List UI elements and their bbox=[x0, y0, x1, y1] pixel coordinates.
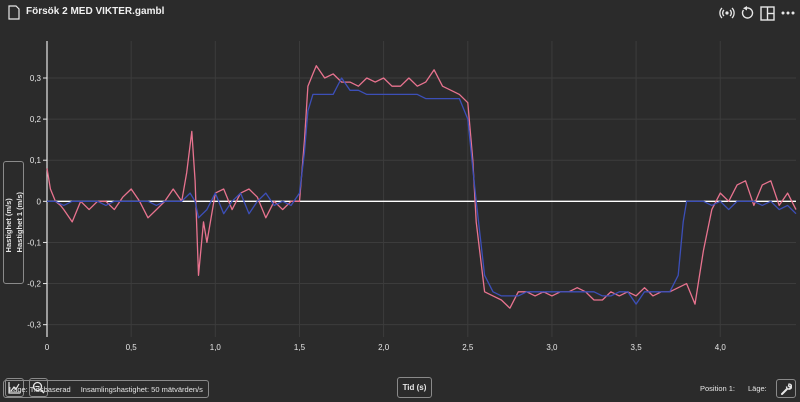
wrench-icon[interactable] bbox=[776, 379, 796, 398]
y-axis-label-2: Hastighet (m/s) bbox=[3, 198, 13, 253]
x-tick-label: 3,0 bbox=[546, 343, 558, 352]
x-tick-label: 2,0 bbox=[378, 343, 390, 352]
y-tick-label: -0,1 bbox=[27, 238, 41, 247]
y-tick-label: -0,2 bbox=[27, 280, 41, 289]
x-tick-label: 1,0 bbox=[210, 343, 222, 352]
title-bar: Försök 2 MED VIKTER.gambl bbox=[0, 0, 800, 27]
y-tick-label: 0 bbox=[37, 197, 42, 206]
broadcast-icon[interactable] bbox=[718, 4, 736, 22]
zoom-icon[interactable] bbox=[29, 378, 48, 397]
x-tick-label: 0,5 bbox=[126, 343, 138, 352]
status-mode: Läge: Tidsbaserad bbox=[9, 384, 71, 394]
mode-label: Läge: bbox=[748, 384, 767, 393]
series-line-1 bbox=[46, 65, 797, 309]
x-tick-label: 1,5 bbox=[294, 343, 306, 352]
window-title: Försök 2 MED VIKTER.gambl bbox=[26, 6, 165, 17]
series-line-2 bbox=[47, 77, 797, 305]
y-tick-label: 0,1 bbox=[30, 156, 42, 165]
chart-fit-icon[interactable] bbox=[5, 378, 24, 397]
more-icon[interactable] bbox=[779, 4, 797, 22]
status-bar: Läge: Tidsbaserad Insamlingshastighet: 5… bbox=[0, 377, 800, 402]
status-info[interactable]: Läge: Tidsbaserad Insamlingshastighet: 5… bbox=[3, 380, 209, 398]
velocity-chart[interactable]: 0,3 0,2 0,1 0 -0,1 -0,2 -0,3 0 0,5 1,0 1,5 2,0 2,5 3,… bbox=[0, 27, 800, 372]
undo-icon[interactable] bbox=[738, 4, 756, 22]
y-axis-label-button[interactable]: Hastighet (m/s) Hastighet 1 (m/s) bbox=[3, 161, 24, 284]
file-icon bbox=[8, 5, 20, 20]
layout-icon[interactable] bbox=[758, 4, 776, 22]
x-axis-label-button[interactable]: Tid (s) bbox=[397, 377, 432, 398]
y-tick-label: 0,2 bbox=[30, 115, 42, 124]
y-axis-label-1: Hastighet 1 (m/s) bbox=[14, 192, 24, 253]
position-label: Position 1: bbox=[700, 384, 736, 393]
x-tick-label: 3,5 bbox=[631, 343, 643, 352]
status-rate: Insamlingshastighet: 50 mätvärden/s bbox=[80, 384, 203, 394]
x-tick-label: 4,0 bbox=[715, 343, 727, 352]
x-tick-label: 0 bbox=[45, 343, 50, 352]
y-tick-label: -0,3 bbox=[27, 321, 41, 330]
plot-area[interactable]: 0,3 0,2 0,1 0 -0,1 -0,2 -0,3 0 0,5 1,0 1,5 2,0 2,5 3,… bbox=[0, 27, 800, 398]
x-tick-label: 2,5 bbox=[462, 343, 474, 352]
y-tick-label: 0,3 bbox=[30, 74, 42, 83]
